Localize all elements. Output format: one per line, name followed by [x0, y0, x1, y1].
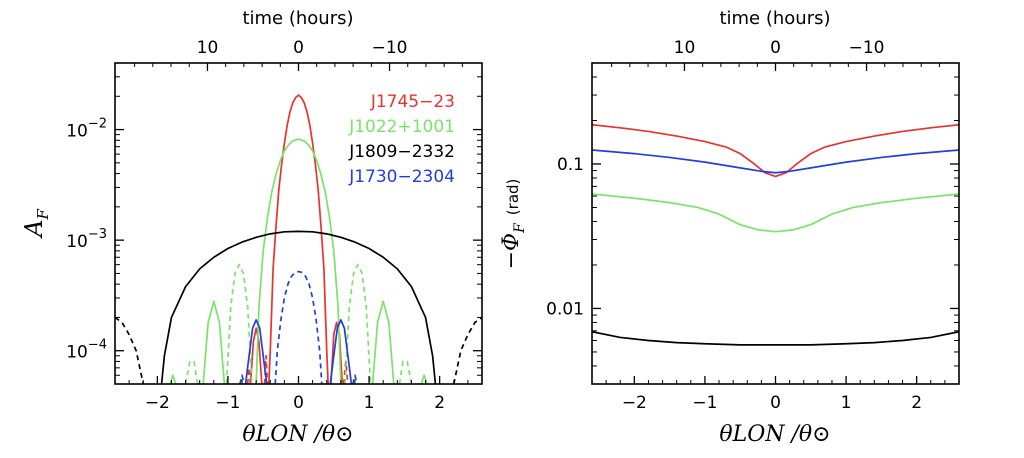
- green-series-curve: [592, 193, 959, 233]
- green-series-curve-dashed: [184, 360, 199, 384]
- x-tick-label: 1: [841, 393, 852, 413]
- top-tick-label: 10: [197, 38, 219, 58]
- black-series-curve-dashed: [452, 316, 482, 384]
- legend: J1745−23 J1022+1001 J1809−2332 J1730−2304: [348, 92, 455, 187]
- y-tick-label-base: 10: [66, 122, 88, 142]
- left-tick-marks: [114, 62, 483, 385]
- green-series-curve: [371, 300, 395, 384]
- right-top-axis-title: time (hours): [719, 8, 830, 29]
- left-y-axis-title: AF: [20, 209, 52, 239]
- y-tick-label-exponent: −3: [88, 227, 107, 242]
- black-series-curve: [592, 330, 959, 346]
- black-series-curve-dashed: [115, 316, 145, 384]
- y-tick-label-base: 10: [66, 232, 88, 252]
- y-tick-label-exponent: −2: [88, 117, 107, 132]
- right-y-tick-labels: 0.01 0.1: [546, 155, 584, 319]
- right-y-axis-title-unit: (rad): [504, 179, 522, 216]
- left-y-tick-labels: 10−410−310−2: [66, 117, 107, 363]
- green-series-curve-dashed: [398, 360, 413, 384]
- right-curves: [592, 123, 959, 346]
- left-y-axis-title-main: A: [20, 220, 48, 239]
- x-tick-label: 0: [293, 393, 304, 413]
- top-tick-label: 0: [293, 38, 304, 58]
- x-tick-label: 2: [911, 393, 922, 413]
- y-tick-label-base: 10: [66, 343, 88, 363]
- left-top-axis-title: time (hours): [242, 8, 353, 29]
- red-series-curve: [268, 94, 329, 384]
- right-y-axis-title-main: −Φ: [499, 233, 524, 269]
- x-tick-label: −2: [145, 393, 170, 413]
- right-y-axis-title-sub: F: [512, 222, 528, 234]
- green-series-curve: [420, 374, 428, 384]
- top-tick-label: 10: [674, 38, 696, 58]
- blue-series-curve-dashed: [274, 270, 323, 384]
- left-y-axis-title-sub: F: [34, 209, 52, 221]
- black-series-curve: [160, 230, 437, 384]
- x-tick-label: −1: [215, 393, 240, 413]
- x-tick-label: −2: [622, 393, 647, 413]
- right-panel: −2 −1 0 1 2 0.010.1 10 0 −10 time (hours) θLON…: [499, 8, 960, 447]
- green-series-curve-dashed: [344, 263, 372, 384]
- right-plot-frame: [591, 62, 960, 385]
- green-series-curve-dashed: [225, 263, 253, 384]
- left-top-tick-labels: 10 0 −10: [197, 38, 408, 58]
- y-tick-label: 10−2: [66, 117, 107, 142]
- green-series-curve: [202, 300, 226, 384]
- top-tick-label: −10: [372, 38, 408, 58]
- legend-entry-black: J1809−2332: [348, 142, 455, 162]
- right-y-axis-title: −ΦF (rad): [499, 179, 528, 270]
- red-series-curve: [249, 327, 263, 384]
- legend-entry-green: J1022+1001: [348, 117, 455, 137]
- top-tick-label: −10: [849, 38, 885, 58]
- left-x-tick-labels: −2 −1 0 1 2: [145, 393, 445, 413]
- left-x-axis-title: θLON /θ⊙: [242, 422, 353, 447]
- red-series-curve-dashed: [246, 366, 252, 384]
- y-tick-label: 10−3: [66, 227, 107, 252]
- right-tick-marks: [591, 62, 960, 385]
- y-tick-label: 0.01: [546, 299, 584, 319]
- green-series-curve: [255, 138, 342, 384]
- y-tick-label-exponent: −4: [88, 338, 107, 353]
- left-panel: −2 −1 0 1 2 10−410−310−2 10 0 −10 time (hours)…: [20, 8, 483, 447]
- x-tick-label: 0: [770, 393, 781, 413]
- blue-series-curve: [244, 319, 268, 384]
- blue-series-curve-dashed: [239, 374, 245, 384]
- blue-series-curve: [592, 149, 959, 174]
- right-x-axis-title: θLON /θ⊙: [719, 422, 830, 447]
- legend-entry-red: J1745−23: [370, 92, 455, 112]
- x-tick-label: 2: [434, 393, 445, 413]
- legend-entry-blue: J1730−2304: [348, 167, 455, 187]
- x-tick-label: −1: [692, 393, 717, 413]
- x-tick-label: 1: [364, 393, 375, 413]
- red-series-curve: [592, 123, 959, 178]
- green-series-curve: [169, 374, 177, 384]
- y-tick-label: 10−4: [66, 338, 107, 363]
- y-tick-label: 0.1: [557, 155, 584, 175]
- blue-series-curve-dashed: [352, 374, 358, 384]
- top-tick-label: 0: [770, 38, 781, 58]
- right-x-tick-labels: −2 −1 0 1 2: [622, 393, 922, 413]
- blue-series-curve: [329, 319, 353, 384]
- right-top-tick-labels: 10 0 −10: [674, 38, 885, 58]
- left-curves: [115, 94, 482, 384]
